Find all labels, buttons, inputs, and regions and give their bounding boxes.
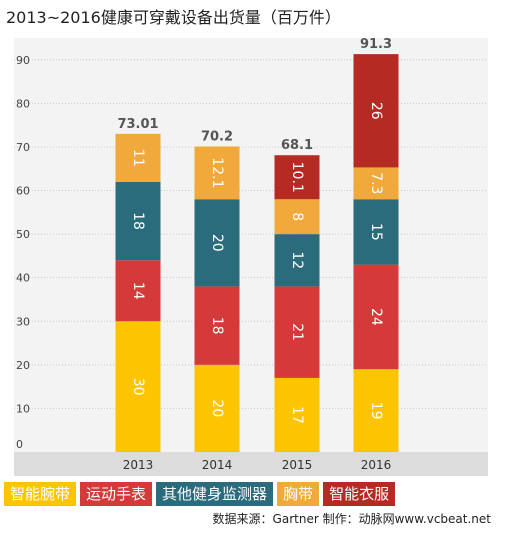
x-tick-label: 2013 [123,458,154,472]
bar-segment [274,234,320,287]
bar-segment [194,199,240,287]
bar-segment [194,364,240,452]
y-tick-label: 50 [16,228,30,241]
bar-segment [274,377,320,452]
legend-item-chest-strap: 胸带 [277,482,320,506]
bar-segment [353,199,399,265]
bar-segment [115,260,161,322]
bar-segment [274,199,320,235]
y-tick-label: 90 [16,54,30,67]
y-tick-label: 10 [16,402,30,415]
segment-data-label: 20 [209,234,225,252]
total-data-label: 73.01 [117,117,158,132]
total-data-label: 70.2 [201,130,233,145]
y-tick-label: 30 [16,315,30,328]
segment-data-label: 26 [368,102,384,120]
segment-data-label: 7.3 [368,172,384,194]
stacked-bar-chart: 0 10 20 30 40 50 60 70 80 90 30 14 18 11 73.01 20 18 20 12… [14,37,488,476]
plot-area [14,38,488,452]
segment-data-label: 10.1 [289,162,305,193]
total-data-label: 91.3 [360,37,392,52]
y-tick-label: 0 [16,438,23,451]
bar-segment [353,167,399,200]
segment-data-label: 24 [368,308,384,326]
segment-data-label: 18 [209,317,225,335]
segment-data-label: 19 [368,402,384,420]
segment-data-label: 11 [130,149,146,167]
y-tick-label: 40 [16,272,30,285]
bar-segment [194,286,240,365]
segment-data-label: 12 [289,251,305,269]
legend-item-smart-clothing: 智能衣服 [323,482,396,506]
x-tick-label: 2014 [202,458,233,472]
segment-data-label: 15 [368,223,384,241]
y-tick-label: 60 [16,185,30,198]
x-tick-label: 2016 [361,458,392,472]
y-tick-label: 70 [16,141,30,154]
bar-segment [353,264,399,370]
segment-data-label: 30 [130,378,146,396]
segment-data-label: 21 [289,323,305,341]
y-tick-label: 80 [16,97,30,110]
y-tick-label: 20 [16,359,30,372]
bar-segment [194,146,240,200]
legend-item-sport-watch: 运动手表 [80,482,153,506]
segment-data-label: 20 [209,400,225,418]
legend: 智能腕带 运动手表 其他健身监测器 胸带 智能衣服 [4,482,396,506]
x-axis-band [14,452,488,476]
chart-title: 2013~2016健康可穿戴设备出货量（百万件） [6,8,341,27]
segment-data-label: 17 [289,406,305,424]
x-tick-label: 2015 [282,458,313,472]
bar-segment [353,54,399,168]
bar-segment [274,155,320,200]
bar-segment [115,321,161,452]
total-data-label: 68.1 [281,138,313,153]
bar-segment [353,369,399,452]
segment-data-label: 8 [289,212,305,221]
legend-item-smart-band: 智能腕带 [4,482,77,506]
segment-data-label: 18 [130,212,146,230]
bar-segment [115,181,161,261]
segment-data-label: 12.1 [209,157,225,188]
bar-segment [274,286,320,378]
source-note: 数据来源：Gartner 制作：动脉网www.vcbeat.net [212,512,491,526]
segment-data-label: 14 [130,282,146,300]
bar-segment [115,133,161,182]
legend-item-fitness-monitor: 其他健身监测器 [156,482,274,506]
